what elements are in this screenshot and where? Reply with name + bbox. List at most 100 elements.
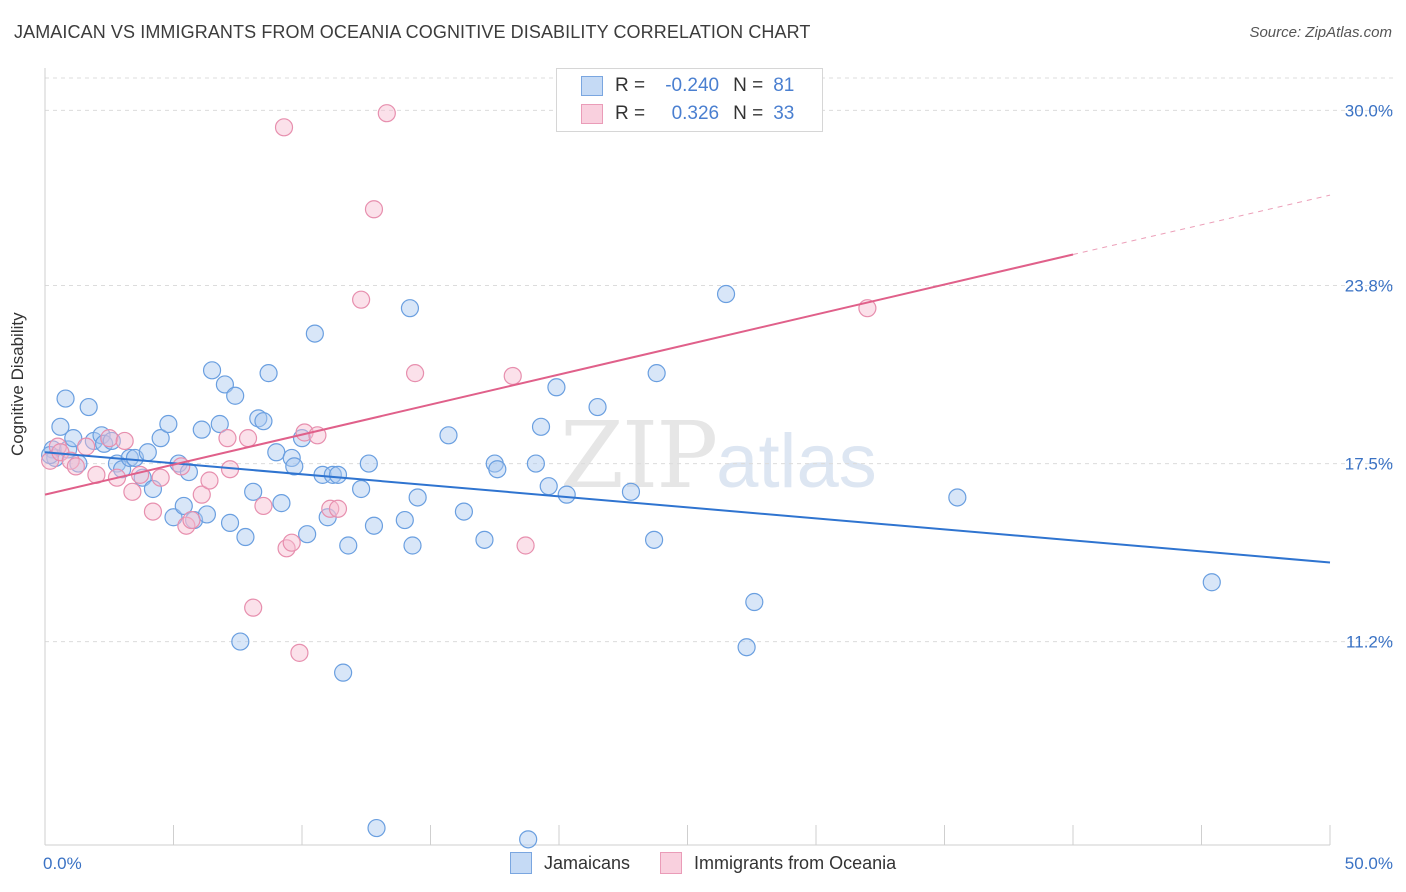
oceania-point — [290, 643, 309, 662]
jamaican-point — [323, 465, 342, 484]
oceania-point — [274, 118, 294, 137]
oceania-r-value: 0.326 — [671, 103, 720, 124]
jamaican-point — [267, 443, 286, 462]
legend-item-jamaicans[interactable]: Jamaicans — [510, 852, 630, 874]
jamaicans-n-value: 81 — [773, 75, 795, 96]
oceania-point — [177, 516, 196, 535]
stats-legend-row-jamaicans: R = -0.240 N = 81 — [581, 74, 794, 98]
jamaican-point — [439, 426, 458, 445]
jamaican-point — [408, 488, 427, 507]
oceania-swatch — [581, 104, 603, 124]
r-label: R = — [615, 103, 646, 124]
oceania-point — [182, 510, 201, 530]
jamaican-point — [51, 417, 70, 436]
legend-item-oceania[interactable]: Immigrants from Oceania — [660, 852, 896, 874]
oceania-trend-line — [44, 253, 1074, 496]
oceania-legend-swatch — [660, 852, 683, 874]
jamaican-point — [151, 429, 170, 448]
y-axis-label: Cognitive Disability — [8, 312, 27, 456]
jamaican-point — [547, 378, 566, 397]
oceania-point — [100, 429, 119, 448]
r-label: R = — [615, 75, 646, 96]
jamaican-point — [64, 429, 83, 448]
oceania-point — [364, 200, 384, 219]
jamaican-point — [102, 431, 121, 451]
jamaican-point — [226, 386, 245, 405]
jamaican-point — [948, 488, 967, 507]
jamaicans-legend-swatch — [510, 852, 532, 874]
n-label: N = — [733, 75, 764, 96]
jamaican-point — [138, 443, 157, 462]
oceania-point — [130, 465, 150, 484]
jamaican-point — [328, 465, 348, 484]
oceania-point — [244, 598, 263, 617]
oceania-point — [200, 471, 219, 490]
jamaican-point — [298, 525, 317, 544]
oceania-point — [151, 468, 170, 487]
y-tick-label: 17.5% — [1345, 455, 1393, 474]
jamaican-point — [359, 454, 378, 473]
jamaican-point — [367, 818, 386, 838]
jamaican-point — [454, 502, 474, 521]
oceania-point — [143, 502, 163, 521]
oceania-point — [352, 290, 371, 309]
jamaican-point — [192, 420, 211, 439]
y-tick-label: 11.2% — [1346, 633, 1393, 652]
jamaican-point — [716, 284, 736, 304]
jamaican-point — [395, 510, 414, 530]
jamaican-point — [254, 412, 273, 431]
oceania-point — [321, 499, 340, 518]
oceania-point — [328, 499, 348, 518]
jamaican-point — [339, 536, 358, 555]
oceania-trend-extension — [1072, 194, 1331, 255]
oceania-point — [77, 437, 96, 456]
y-tick-label: 30.0% — [1345, 101, 1393, 120]
jamaican-point — [364, 516, 384, 535]
jamaican-point — [236, 527, 255, 547]
oceania-point — [218, 429, 237, 448]
jamaican-point — [588, 397, 607, 417]
jamaican-point — [621, 482, 641, 501]
jamaican-point — [202, 361, 222, 380]
jamaican-point — [539, 477, 558, 496]
oceania-point — [123, 482, 142, 501]
jamaican-point — [334, 663, 353, 682]
n-label: N = — [733, 103, 764, 124]
jamaican-point — [644, 530, 664, 549]
watermark-atlas: atlas — [716, 419, 877, 504]
legend-label-jamaicans: Jamaicans — [544, 852, 631, 873]
jamaican-point — [745, 592, 764, 612]
jamaican-point — [249, 409, 268, 428]
jamaican-point — [531, 417, 551, 436]
jamaican-point — [56, 389, 75, 408]
jamaican-point — [79, 397, 98, 417]
oceania-point — [277, 539, 296, 558]
jamaican-point — [519, 830, 538, 849]
oceania-point — [238, 429, 258, 448]
legend-label-oceania: Immigrants from Oceania — [694, 852, 897, 873]
chart-title: JAMAICAN VS IMMIGRANTS FROM OCEANIA COGN… — [14, 22, 811, 42]
jamaicans-swatch — [581, 76, 603, 96]
jamaican-point — [285, 457, 304, 476]
y-tick-label: 23.8% — [1345, 277, 1393, 296]
jamaican-point — [526, 454, 545, 473]
jamaican-point — [475, 530, 494, 549]
jamaican-point — [244, 482, 263, 501]
jamaican-point — [403, 536, 422, 555]
jamaican-point — [215, 375, 234, 394]
oceania-point — [405, 364, 425, 383]
source-attribution: Source: ZipAtlas.com — [1249, 24, 1392, 41]
stats-legend-row-oceania: R = 0.326 N = 33 — [581, 102, 794, 126]
jamaican-point — [737, 638, 756, 657]
oceania-point — [282, 533, 301, 552]
jamaican-point — [400, 299, 420, 318]
oceania-n-value: 33 — [773, 103, 795, 124]
jamaican-point — [231, 632, 250, 651]
jamaican-point — [272, 494, 291, 513]
oceania-point — [115, 431, 134, 451]
jamaican-point — [259, 364, 278, 383]
oceania-point — [503, 366, 522, 386]
jamaican-point — [488, 460, 507, 479]
oceania-point — [516, 536, 535, 555]
jamaican-point — [220, 513, 240, 532]
